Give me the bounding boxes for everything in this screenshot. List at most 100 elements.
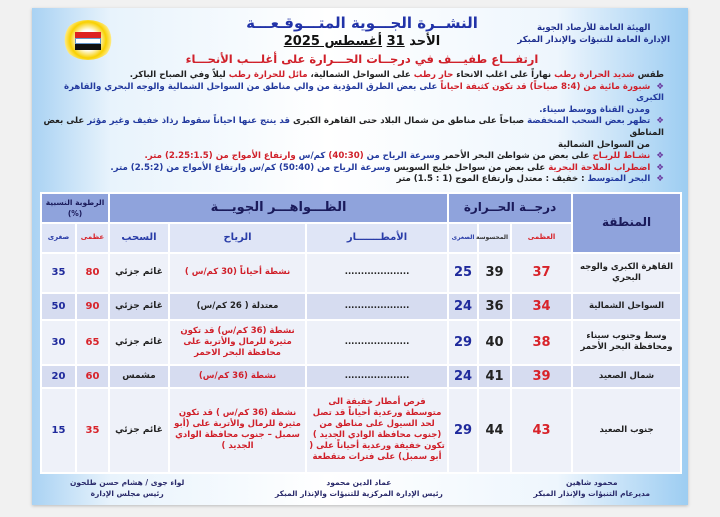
summary-text: (40:30) <box>328 151 364 162</box>
wind-cell: نشطة (36 كم/س) قد تكون مثيرة للرمال والأ… <box>168 318 308 366</box>
bullet-icon: ❖ <box>656 162 664 173</box>
bullet-icon: ❖ <box>656 116 664 127</box>
max-temp-header: العظمى <box>510 221 574 254</box>
summary-line: ❖ البحر المتوسط : خفيف : معتدل وارتفاع ال… <box>40 174 664 186</box>
humidity-min-cell: 15 <box>40 386 77 474</box>
summary-text: قد ينتج عنها احياناً سقوط رذاذ خفيف وغير… <box>87 116 290 127</box>
humidity-max-cell: 35 <box>75 386 110 474</box>
max-temp-cell: 38 <box>510 318 574 366</box>
summary-text: نشـاط للريـاح <box>592 151 651 162</box>
bullet-icon: ❖ <box>656 151 664 162</box>
max-temp-cell: 34 <box>510 291 574 321</box>
wind-cell: نشطة (36 كم/س ) قد تكون مثيرة للرمال وال… <box>168 386 308 474</box>
summary-text: على بعض المناطق <box>43 116 664 138</box>
bullet-icon: ❖ <box>656 81 664 92</box>
region-cell: جنوب الصعيد <box>571 386 683 474</box>
table-row: السواحل الشمالية 34 36 24..................… <box>40 291 683 321</box>
bulletin-date: الأحد 31 أغسطس 2025 <box>283 34 441 49</box>
summary-line: ❖ نشـاط للريـاح على بعض من شواطئ البحر ال… <box>40 151 664 163</box>
felt-temp-cell: 36 <box>477 291 513 321</box>
summary-text: وسرعة الرياح من <box>363 151 441 162</box>
max-temp-cell: 39 <box>510 363 574 389</box>
summary-line: ❖ تظهر بعض السحب المنخفضة صباحاً على مناط… <box>40 116 664 139</box>
signature-2: عماد الدين محمود رئيس الإدارة المركزية لل… <box>274 477 443 498</box>
min-temp-cell: 24 <box>447 363 480 389</box>
humidity-min-cell: 30 <box>40 318 77 366</box>
summary-text: نهاراً على اغلب الانحاء <box>453 70 555 80</box>
region-header: المنطقة <box>571 191 683 254</box>
max-temp-cell: 37 <box>510 251 574 294</box>
summary-text: حار رطب <box>413 70 454 80</box>
summary-text: تظهر بعض السحب المنخفضة <box>527 116 651 127</box>
summary-line: ❖ شبورة مائية من (8:4 صباحاً) قد تكون كثي… <box>40 82 664 105</box>
forecast-table: المنطقة درجــة الحــرارة الظـــواهـــر ا… <box>40 191 683 474</box>
humidity-max-cell: 60 <box>75 363 110 389</box>
felt-temp-cell: 41 <box>477 363 513 389</box>
summary-line: من السواحل الشمالية <box>40 140 664 152</box>
min-temp-cell: 29 <box>447 386 480 474</box>
summary-text: على بعض من سواحل خليج السويس <box>390 162 549 173</box>
table-row: وسط وجنوب سيناء ومحافظة البحر الأحمر 38 40… <box>40 318 683 366</box>
wind-cell: نشطة (36 كم/س) <box>168 363 308 389</box>
region-cell: شمال الصعيد <box>571 363 683 389</box>
cloud-cell: مشمس <box>107 363 171 389</box>
summary-text: على بعض الطرق المؤدية من والي مناطق من ا… <box>64 81 664 104</box>
humidity-min-header: صغرى <box>40 221 77 254</box>
humidity-min-cell: 35 <box>40 251 77 294</box>
forecast-summary: طقس شديد الحرارة رطب نهاراً على اغلب الا… <box>40 70 664 186</box>
min-temp-cell: 25 <box>447 251 480 294</box>
summary-text: اضطراب الملاحة البحرية <box>548 162 651 173</box>
summary-text: على السواحل الشمالية، <box>307 70 414 80</box>
cloud-cell: غائم جزئي <box>107 386 171 474</box>
rain-cell: .................... <box>305 363 450 389</box>
summary-text: كم/س <box>295 151 329 162</box>
summary-text: وارتفاع الأمواج من (2.25:1.5) متر. <box>144 151 296 162</box>
wind-header: الرياح <box>168 221 308 254</box>
summary-line: طقس شديد الحرارة رطب نهاراً على اغلب الا… <box>40 70 664 82</box>
summary-text: ومدن القناة ووسط سيناء. <box>539 104 650 115</box>
rain-header: الأمطـــــــار <box>305 221 450 254</box>
felt-temp-cell: 39 <box>477 251 513 294</box>
signature-3: لواء جوى / هشام حسن طلحون رئيس مجلس الإدا… <box>70 477 185 498</box>
summary-text: : خفيف : معتدل وارتفاع الموج (1 : 1.5) م… <box>396 174 588 185</box>
table-row: جنوب الصعيد 43 44 29 فرص أمطار خفيفة الى متو… <box>40 386 683 474</box>
min-temp-header: الصغرى <box>447 221 480 254</box>
humidity-max-cell: 90 <box>75 291 110 321</box>
region-cell: وسط وجنوب سيناء ومحافظة البحر الأحمر <box>571 318 683 366</box>
cloud-cell: غائم جزئي <box>107 318 171 366</box>
bulletin-card: الهيئة العامة للأرصاد الجوية الإدارة الع… <box>32 8 688 505</box>
humidity-max-cell: 65 <box>75 318 110 366</box>
rain-cell: .................... <box>305 291 450 321</box>
bulletin-title: النشــرة الجـــوية المتـــوقـعـــة <box>246 14 478 32</box>
rain-cell: .................... <box>305 318 450 366</box>
table-row: شمال الصعيد 39 41 24.................... نشط… <box>40 363 683 389</box>
humidity-header: الرطوبة النسبية (%) <box>40 191 110 224</box>
summary-text: شبورة مائية من (8:4 صباحاً) قد تكون كثيف… <box>440 81 651 92</box>
summary-text: طقس <box>634 70 664 80</box>
felt-temp-cell: 40 <box>477 318 513 366</box>
cloud-header: السحب <box>107 221 171 254</box>
humidity-min-cell: 20 <box>40 363 77 389</box>
signature-1: محمود شاهين مديرعام التنبؤات والإنذار الم… <box>533 477 650 498</box>
org-department: الإدارة العامة للتنبؤات والإنذار المبكر <box>517 35 670 45</box>
rain-cell: .................... <box>305 251 450 294</box>
min-temp-cell: 29 <box>447 318 480 366</box>
bullet-icon: ❖ <box>656 174 664 185</box>
temperature-header: درجــة الحــرارة <box>447 191 574 224</box>
org-name: الهيئة العامة للأرصاد الجوية <box>537 23 651 33</box>
humidity-max-cell: 80 <box>75 251 110 294</box>
summary-text: البحر المتوسط <box>587 174 651 185</box>
headline: ارتفـــاع طفيـــف في درجــات الحـــرارة … <box>185 52 539 66</box>
summary-text: على بعض من شواطئ البحر الأحمر <box>440 151 593 162</box>
max-temp-cell: 43 <box>510 386 574 474</box>
humidity-min-cell: 50 <box>40 291 77 321</box>
cloud-cell: غائم جزئي <box>107 251 171 294</box>
organization: الهيئة العامة للأرصاد الجوية الإدارة الع… <box>517 22 670 46</box>
felt-temp-header: المحسوسة <box>476 221 513 254</box>
summary-line: ومدن القناة ووسط سيناء. <box>40 105 664 117</box>
region-cell: القاهرة الكبرى والوجه البحري <box>571 251 683 294</box>
cloud-cell: غائم جزئي <box>107 291 171 321</box>
wind-cell: معتدلة ( 26 كم/س) <box>168 291 308 321</box>
summary-text: مائل للحرارة رطب <box>228 70 308 80</box>
rain-cell: فرص أمطار خفيفة الى متوسطة ورعدية أحيانا… <box>305 386 450 474</box>
